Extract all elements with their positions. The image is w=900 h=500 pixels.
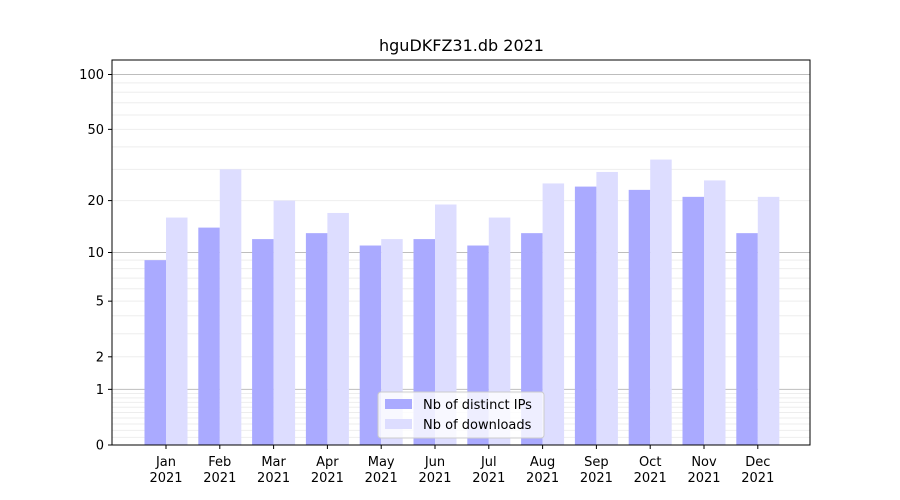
x-tick-label-month: Jul [480,455,497,470]
legend-label: Nb of distinct IPs [423,398,532,413]
x-tick-label-year: 2021 [634,471,667,486]
x-tick-label-month: Feb [208,455,231,470]
x-tick-label-month: Apr [316,455,339,470]
x-axis: Jan2021Feb2021Mar2021Apr2021May2021Jun20… [149,445,774,486]
bar-distinct-ips [736,233,758,445]
y-tick-label: 50 [87,123,104,138]
x-tick-label-year: 2021 [149,471,182,486]
x-tick-label-year: 2021 [311,471,344,486]
x-tick-label-month: Dec [745,455,770,470]
legend-box [377,391,545,439]
bar-downloads [166,217,188,445]
bar-downloads [757,196,780,445]
bar-distinct-ips [305,233,328,445]
y-tick-label: 0 [96,439,104,454]
x-tick-label-month: Jan [155,455,176,470]
legend-swatch [385,399,412,409]
x-tick-label-month: Oct [639,455,661,470]
x-tick-label-year: 2021 [741,471,774,486]
y-tick-label: 100 [79,68,104,83]
x-tick-label-year: 2021 [365,471,398,486]
bar-distinct-ips [628,189,651,445]
y-tick-label: 1 [96,383,104,398]
y-tick-label: 20 [87,194,104,209]
bar-downloads [704,180,726,446]
x-tick-label-year: 2021 [687,471,720,486]
y-tick-label: 2 [96,350,104,365]
x-tick-label-year: 2021 [526,471,559,486]
bar-downloads [435,204,457,445]
bar-distinct-ips [198,227,220,445]
x-tick-label-month: Jun [424,455,445,470]
x-tick-label-month: May [368,455,395,470]
bar-downloads [327,212,349,445]
bar-downloads [273,200,296,445]
x-tick-label-year: 2021 [418,471,451,486]
x-tick-label-year: 2021 [472,471,505,486]
x-tick-label-month: Aug [530,455,555,470]
x-tick-label-year: 2021 [203,471,236,486]
x-tick-label-year: 2021 [257,471,290,486]
legend-label: Nb of downloads [423,418,532,433]
bar-downloads [219,169,242,445]
chart-title: hguDKFZ31.db 2021 [379,36,544,55]
x-tick-label-month: Nov [691,455,717,470]
bar-downloads [650,159,672,445]
y-axis: 0 1 2 5 10 20 50 100 [79,68,112,454]
x-tick-label-year: 2021 [580,471,613,486]
bar-distinct-ips [359,245,382,445]
bar-downloads [542,183,565,445]
legend: Nb of distinct IPs Nb of downloads [377,391,545,439]
bar-distinct-ips [574,186,597,445]
y-tick-label: 10 [87,246,104,261]
x-tick-label-month: Sep [584,455,609,470]
bar-distinct-ips [144,260,166,445]
bar-distinct-ips [682,196,704,445]
legend-swatch [385,419,412,429]
bar-downloads [596,171,618,445]
bar-distinct-ips [252,239,274,445]
bar-downloads [488,217,511,445]
y-tick-label: 5 [96,295,104,310]
x-tick-label-month: Mar [261,455,286,470]
